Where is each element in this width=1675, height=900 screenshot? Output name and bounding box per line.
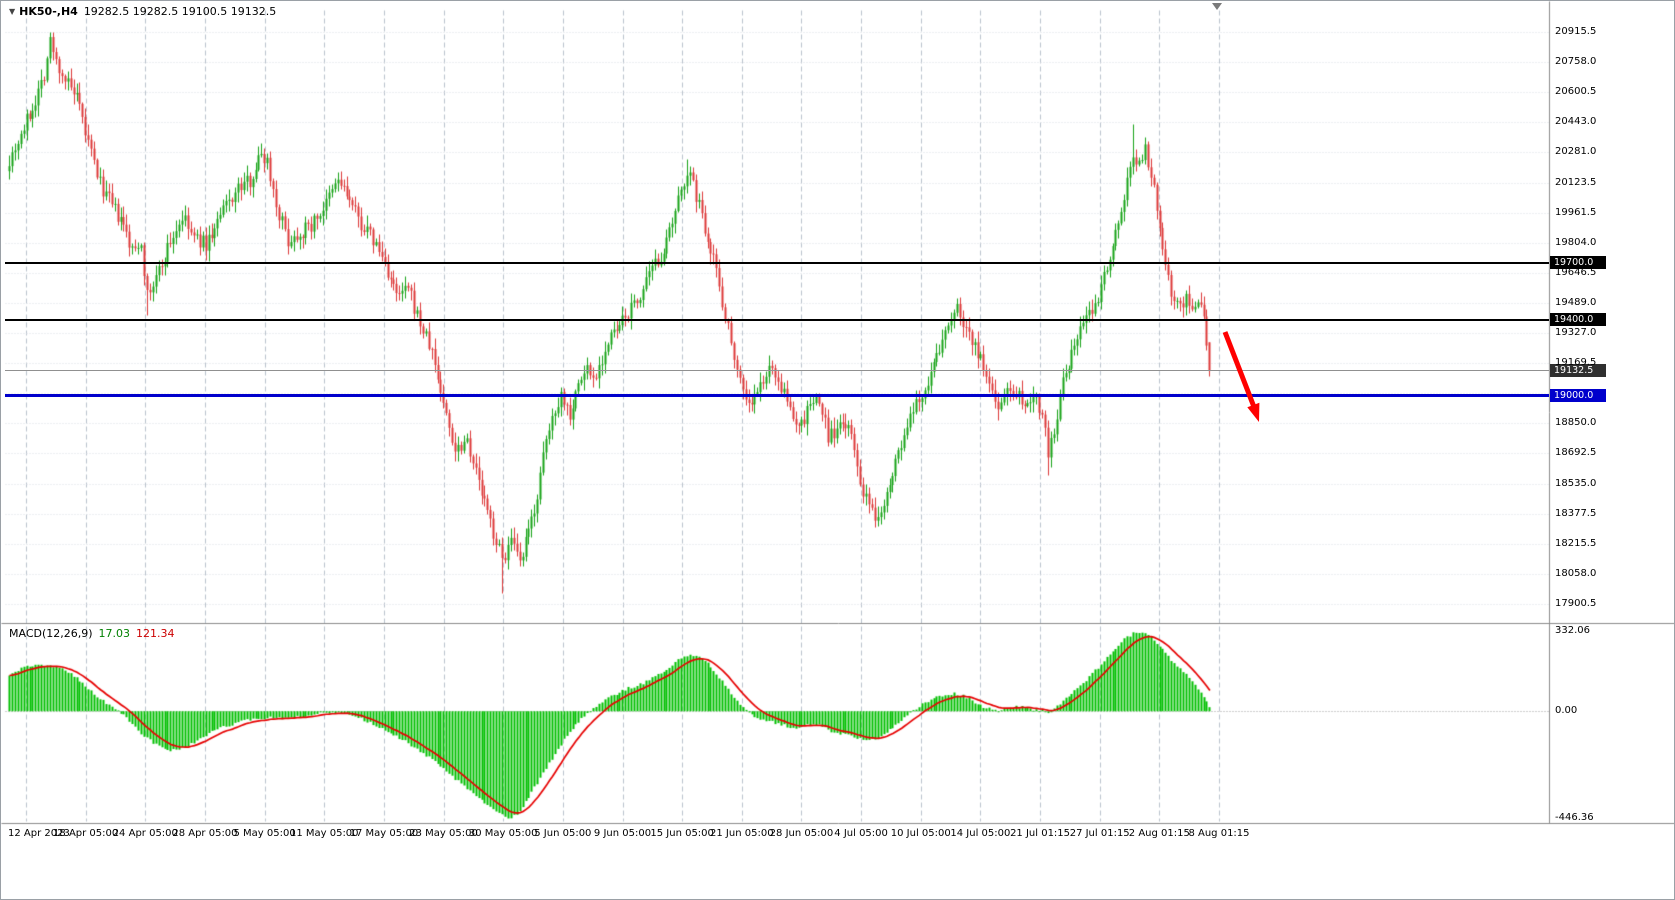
price-axis-label: 18535.0 [1555, 477, 1597, 489]
symbol-dropdown-icon[interactable]: ▼ [9, 7, 16, 16]
time-axis-label: 5 Jun 05:00 [534, 828, 592, 839]
macd-axis-label: 332.06 [1555, 625, 1590, 636]
price-axis-label: 19169.5 [1555, 357, 1597, 369]
price-axis-label: 20443.0 [1555, 116, 1597, 128]
arrow-head [1247, 402, 1260, 422]
symbol-bar: ▼ HK50-,H4 19282.5 19282.5 19100.5 19132.5 [9, 5, 276, 18]
price-axis-label: 18215.5 [1555, 537, 1597, 549]
time-axis-label: 23 May 05:00 [409, 828, 478, 839]
time-axis-label: 4 Jul 05:00 [834, 828, 888, 839]
time-axis-label: 14 Jul 05:00 [950, 828, 1011, 839]
macd-signal-value: 121.34 [136, 627, 175, 640]
price-axis-label: 20600.5 [1555, 86, 1597, 98]
price-axis-label: 19804.0 [1555, 236, 1597, 248]
time-axis[interactable]: 12 Apr 2023 18 Apr 05:00 24 Apr 05:00 28 Ap… [1, 825, 1674, 843]
time-axis-label: 2 Aug 01:15 [1128, 828, 1190, 839]
macd-indicator-bar: MACD(12,26,9) 17.03 121.34 [9, 627, 175, 640]
time-axis-label: 18 Apr 05:00 [53, 828, 119, 839]
macd-axis-label: 0.00 [1555, 704, 1578, 716]
time-axis-label: 15 Jun 05:00 [650, 828, 714, 839]
price-axis-label: 19327.0 [1555, 327, 1597, 339]
time-axis-label: 8 Aug 01:15 [1188, 828, 1250, 839]
symbol-timeframe-label: HK50-,H4 [19, 5, 78, 18]
time-axis-label: 28 Jun 05:00 [769, 828, 834, 839]
time-axis-label: 21 Jul 01:15 [1010, 828, 1071, 839]
price-axis-label: 20123.5 [1555, 176, 1597, 188]
price-axis[interactable]: 20915.5 20758.0 20600.5 20443.0 20281.0 20123… [1549, 1, 1674, 823]
price-axis-label: 20758.0 [1555, 56, 1597, 68]
macd-indicator-label: MACD(12,26,9) [9, 627, 93, 640]
time-axis-label: 12 Apr 2023 [8, 828, 70, 839]
price-axis-label: 18850.0 [1555, 417, 1597, 429]
price-axis-label: 18692.5 [1555, 447, 1597, 459]
trend-arrow-object[interactable] [1211, 319, 1273, 431]
price-axis-label: 19646.5 [1555, 266, 1597, 278]
price-axis-label: 17900.5 [1555, 598, 1597, 609]
price-axis-label: 18058.0 [1555, 567, 1597, 579]
shift-marker-icon [1212, 3, 1222, 10]
price-axis-label: 20915.5 [1555, 26, 1597, 37]
time-axis-label: 27 Jul 01:15 [1069, 828, 1130, 839]
time-axis-label: 17 May 05:00 [349, 828, 419, 839]
time-axis-label: 21 Jun 05:00 [710, 828, 774, 839]
price-axis-label: 19961.5 [1555, 206, 1597, 218]
time-axis-label: 10 Jul 05:00 [890, 828, 951, 839]
time-axis-label: 24 Apr 05:00 [112, 828, 178, 839]
time-axis-label: 11 May 05:00 [289, 828, 359, 839]
price-axis-label: 19489.0 [1555, 296, 1597, 308]
macd-axis-label: -446.36 [1555, 812, 1594, 823]
macd-main-value: 17.03 [98, 627, 131, 640]
ohlc-values: 19282.5 19282.5 19100.5 19132.5 [83, 5, 277, 18]
time-axis-label: 9 Jun 05:00 [593, 828, 652, 839]
price-axis-label: 20281.0 [1555, 146, 1597, 158]
time-axis-label: 30 May 05:00 [468, 828, 538, 839]
arrow-shaft [1222, 331, 1257, 408]
time-axis-label: 5 May 05:00 [233, 828, 296, 839]
time-axis-label: 28 Apr 05:00 [172, 828, 238, 839]
price-axis-label: 18377.5 [1555, 507, 1597, 519]
